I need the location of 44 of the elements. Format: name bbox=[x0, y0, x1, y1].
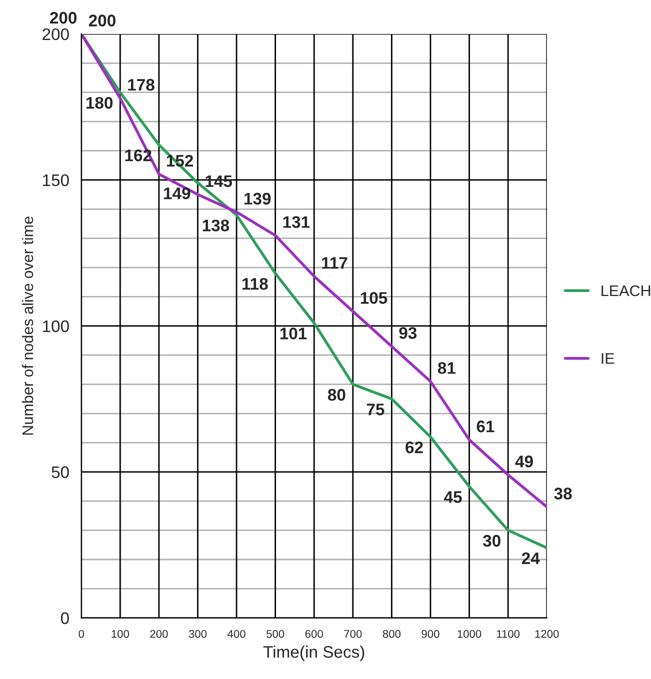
y-axis-title: Number of nodes alive over time bbox=[22, 216, 34, 435]
data-label: 62 bbox=[406, 441, 423, 454]
x-tick-label: 500 bbox=[266, 630, 284, 638]
y-tick-label: 150 bbox=[43, 174, 69, 186]
data-label: 101 bbox=[280, 328, 307, 340]
data-label: 49 bbox=[515, 456, 533, 468]
data-label: 45 bbox=[444, 491, 462, 503]
y-tick-label: 100 bbox=[43, 320, 69, 332]
legend-label: IE bbox=[602, 353, 614, 364]
x-tick-label: 0 bbox=[78, 630, 84, 638]
data-label: 149 bbox=[164, 187, 190, 200]
data-label: 93 bbox=[399, 327, 417, 339]
data-label: 61 bbox=[476, 420, 494, 432]
x-tick-label: 1000 bbox=[458, 630, 482, 638]
data-label: 38 bbox=[554, 488, 572, 500]
legend-label: LEACH bbox=[602, 285, 650, 296]
x-tick-label: 400 bbox=[228, 630, 246, 638]
data-label: 24 bbox=[522, 552, 540, 564]
x-tick-label: 900 bbox=[422, 630, 440, 638]
data-label: 117 bbox=[322, 257, 348, 269]
x-axis-title: Time(in Secs) bbox=[263, 646, 364, 662]
data-label: 81 bbox=[438, 362, 456, 374]
y-tick-label: 0 bbox=[60, 612, 69, 624]
y-tick-label: 50 bbox=[52, 466, 69, 478]
x-tick-label: 600 bbox=[305, 630, 323, 638]
y-tick-label: 200 bbox=[42, 28, 69, 40]
data-label: 30 bbox=[482, 534, 500, 547]
x-tick-label: 1200 bbox=[535, 630, 559, 638]
data-label: 80 bbox=[328, 388, 346, 401]
data-label: 131 bbox=[283, 216, 310, 228]
x-tick-label: 1100 bbox=[496, 630, 520, 638]
x-tick-label: 300 bbox=[188, 630, 207, 638]
data-label: 118 bbox=[242, 278, 268, 290]
x-tick-label: 800 bbox=[382, 630, 401, 638]
data-label: 105 bbox=[360, 292, 388, 304]
x-tick-label: 200 bbox=[150, 630, 168, 638]
data-label: 200 bbox=[88, 14, 116, 26]
data-label: 139 bbox=[244, 192, 271, 205]
data-label: 75 bbox=[366, 404, 384, 416]
x-tick-label: 700 bbox=[344, 630, 362, 638]
x-tick-label: 100 bbox=[112, 630, 129, 638]
data-label: 138 bbox=[202, 220, 230, 232]
data-label: 180 bbox=[86, 96, 113, 109]
data-label: 178 bbox=[128, 78, 154, 91]
